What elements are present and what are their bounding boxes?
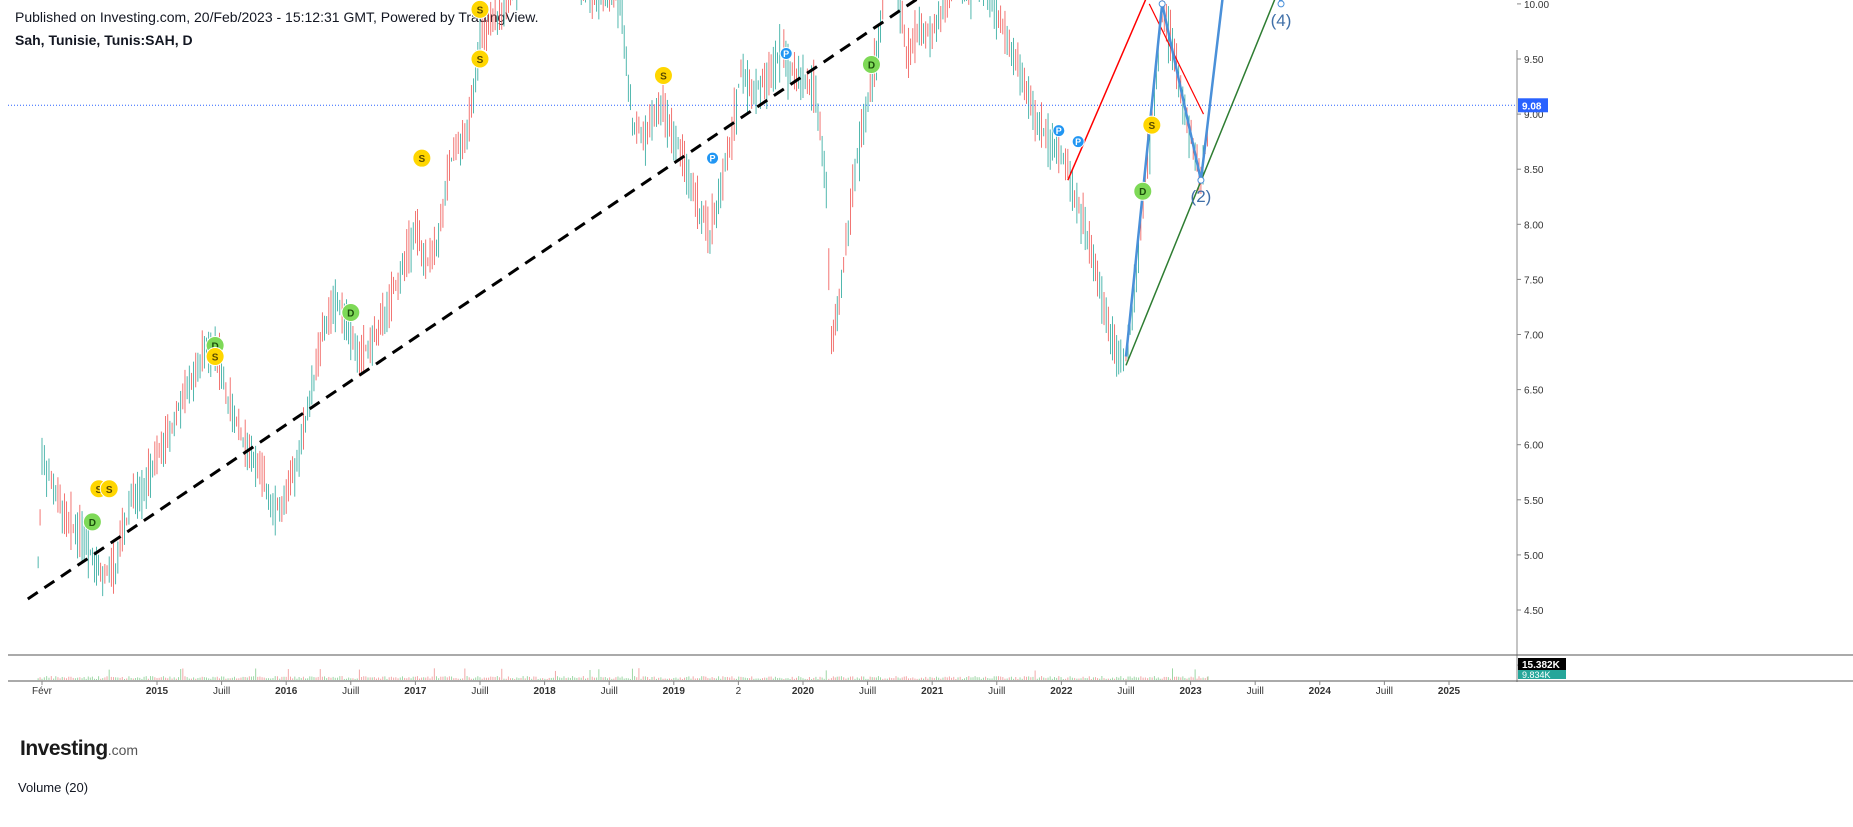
x-tick-label: 2024: [1309, 686, 1332, 697]
event-marker-label: S: [660, 72, 667, 83]
last-price-label: 9.08: [1522, 101, 1542, 112]
event-marker-s: [653, 66, 673, 86]
event-marker-label: S: [106, 485, 113, 496]
x-tick-label: 2: [736, 686, 742, 697]
y-tick-label: 6.00: [1524, 441, 1544, 452]
event-marker-s: [412, 148, 432, 168]
event-marker-d: [341, 302, 361, 322]
event-marker-p: [1071, 135, 1085, 149]
event-marker-p: [779, 46, 793, 60]
x-tick-label: Juill: [1247, 686, 1264, 697]
event-marker-p: [1052, 124, 1066, 138]
price-series: [37, 0, 1209, 597]
x-tick-label: 2023: [1179, 686, 1202, 697]
x-tick-label: Juill: [471, 686, 488, 697]
x-tick-label: Juill: [601, 686, 618, 697]
published-caption: Published on Investing.com, 20/Feb/2023 …: [15, 9, 539, 25]
drawings: 13dt11,5 dt(1)(2)(3)(4)(5): [8, 0, 1517, 601]
elliott-wave-path: [1124, 0, 1283, 357]
volume-pane: [37, 668, 1209, 680]
event-marker-d: [82, 512, 102, 532]
x-tick-label: Juill: [213, 686, 230, 697]
y-tick-label: 5.00: [1524, 551, 1544, 562]
y-tick-label: 9.00: [1524, 110, 1544, 121]
volume-top-label: 15.382K: [1522, 660, 1561, 671]
event-marker-s: [470, 49, 490, 69]
volume-current-badge: [1518, 670, 1566, 679]
symbol-title: Sah, Tunisie, Tunis:SAH, D: [15, 32, 193, 48]
wave-node: [1197, 176, 1205, 184]
event-marker-label: D: [1139, 187, 1146, 198]
event-marker-label: S: [477, 55, 484, 66]
volume-label: Volume (20): [18, 780, 89, 795]
y-tick-label: 8.00: [1524, 220, 1544, 231]
event-marker-label: P: [1056, 126, 1062, 136]
y-tick-label: 7.00: [1524, 331, 1544, 342]
event-marker-label: S: [477, 5, 484, 16]
y-tick-label: 10.00: [1524, 0, 1549, 11]
x-tick-label: 2021: [921, 686, 944, 697]
event-marker-s: [1142, 115, 1162, 135]
channel-mini-red: [1148, 3, 1205, 115]
x-tick-label: Juill: [859, 686, 876, 697]
channel-upper-red: [1067, 0, 1147, 181]
y-tick-label: 6.50: [1524, 386, 1544, 397]
x-tick-label: 2019: [663, 686, 686, 697]
wave-node: [1158, 0, 1166, 8]
x-tick-label: 2020: [792, 686, 815, 697]
x-tick-label: 2018: [533, 686, 556, 697]
x-tick-label: Juill: [1117, 686, 1134, 697]
event-marker-s: [205, 347, 225, 367]
event-marker-s: [99, 479, 119, 499]
event-marker-label: S: [419, 154, 426, 165]
channel-lower-green: [1125, 0, 1276, 366]
y-tick-label: 8.50: [1524, 165, 1544, 176]
y-tick-label: 4.50: [1524, 606, 1544, 617]
wave-label: (2): [1191, 187, 1212, 206]
x-tick-label: 2015: [146, 686, 169, 697]
event-marker-d: [861, 55, 881, 75]
y-tick-label: 7.50: [1524, 275, 1544, 286]
x-tick-label: 2022: [1050, 686, 1073, 697]
event-markers: SSDDSDSSSSSSPPDDPPPDS: [82, 0, 1162, 532]
x-tick-label: Févr: [32, 686, 53, 697]
x-tick-label: 2025: [1438, 686, 1461, 697]
event-marker-p: [706, 151, 720, 165]
x-tick-label: Juill: [988, 686, 1005, 697]
x-tick-label: 2017: [404, 686, 427, 697]
y-tick-label: 9.50: [1524, 55, 1544, 66]
event-marker-label: P: [783, 49, 789, 59]
wave-label: (4): [1271, 11, 1292, 30]
event-marker-label: D: [89, 518, 96, 529]
volume-last-badge: [1518, 658, 1566, 670]
x-tick-label: Juill: [342, 686, 359, 697]
event-marker-s: [470, 0, 490, 19]
event-marker-label: S: [212, 353, 219, 364]
event-marker-label: S: [1148, 121, 1155, 132]
trendline: [26, 0, 919, 601]
y-tick-label: 5.50: [1524, 496, 1544, 507]
event-marker-label: D: [347, 308, 354, 319]
last-price-badge: [1518, 98, 1548, 113]
event-marker-label: D: [868, 61, 875, 72]
x-tick-label: 2016: [275, 686, 298, 697]
axes: 4.004.505.005.506.006.507.007.508.008.50…: [8, 0, 1853, 697]
event-marker-d: [1133, 181, 1153, 201]
event-marker-label: S: [96, 485, 103, 496]
event-marker-label: D: [212, 342, 219, 353]
wave-node: [1277, 0, 1285, 8]
volume-bottom-label: 9.834K: [1522, 670, 1551, 680]
event-marker-label: P: [1075, 137, 1081, 147]
x-tick-label: Juill: [1376, 686, 1393, 697]
investing-logo: Investing.com: [20, 737, 139, 760]
event-marker-label: P: [710, 154, 716, 164]
